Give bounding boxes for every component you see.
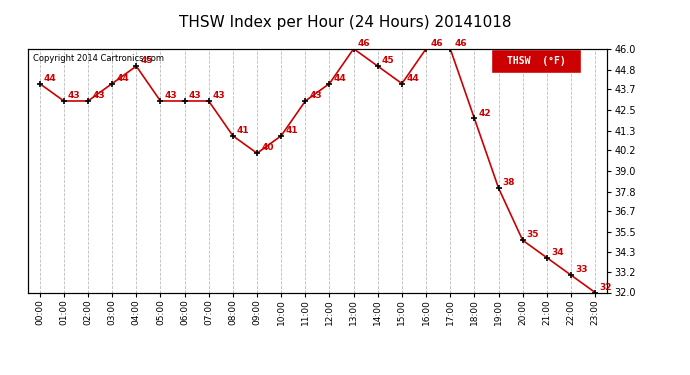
Text: 43: 43 <box>92 91 105 100</box>
Text: THSW Index per Hour (24 Hours) 20141018: THSW Index per Hour (24 Hours) 20141018 <box>179 15 511 30</box>
Text: 44: 44 <box>334 74 346 83</box>
Text: 44: 44 <box>117 74 129 83</box>
Text: Copyright 2014 Cartronics.com: Copyright 2014 Cartronics.com <box>33 54 164 63</box>
Text: 34: 34 <box>551 248 564 257</box>
Text: 43: 43 <box>189 91 201 100</box>
Text: 45: 45 <box>382 56 395 65</box>
Text: 43: 43 <box>68 91 81 100</box>
Text: 41: 41 <box>237 126 250 135</box>
Text: 43: 43 <box>213 91 226 100</box>
Text: 32: 32 <box>600 283 612 292</box>
Text: 45: 45 <box>141 56 153 65</box>
Text: 44: 44 <box>406 74 419 83</box>
Text: 43: 43 <box>310 91 322 100</box>
Text: 43: 43 <box>165 91 177 100</box>
Text: 46: 46 <box>455 39 467 48</box>
Text: 33: 33 <box>575 265 588 274</box>
Text: 44: 44 <box>44 74 57 83</box>
Text: 46: 46 <box>431 39 443 48</box>
Text: 42: 42 <box>479 109 491 118</box>
Text: 41: 41 <box>286 126 298 135</box>
Text: 38: 38 <box>503 178 515 187</box>
Text: 46: 46 <box>358 39 371 48</box>
Text: 35: 35 <box>527 231 540 240</box>
Text: 40: 40 <box>262 143 274 152</box>
